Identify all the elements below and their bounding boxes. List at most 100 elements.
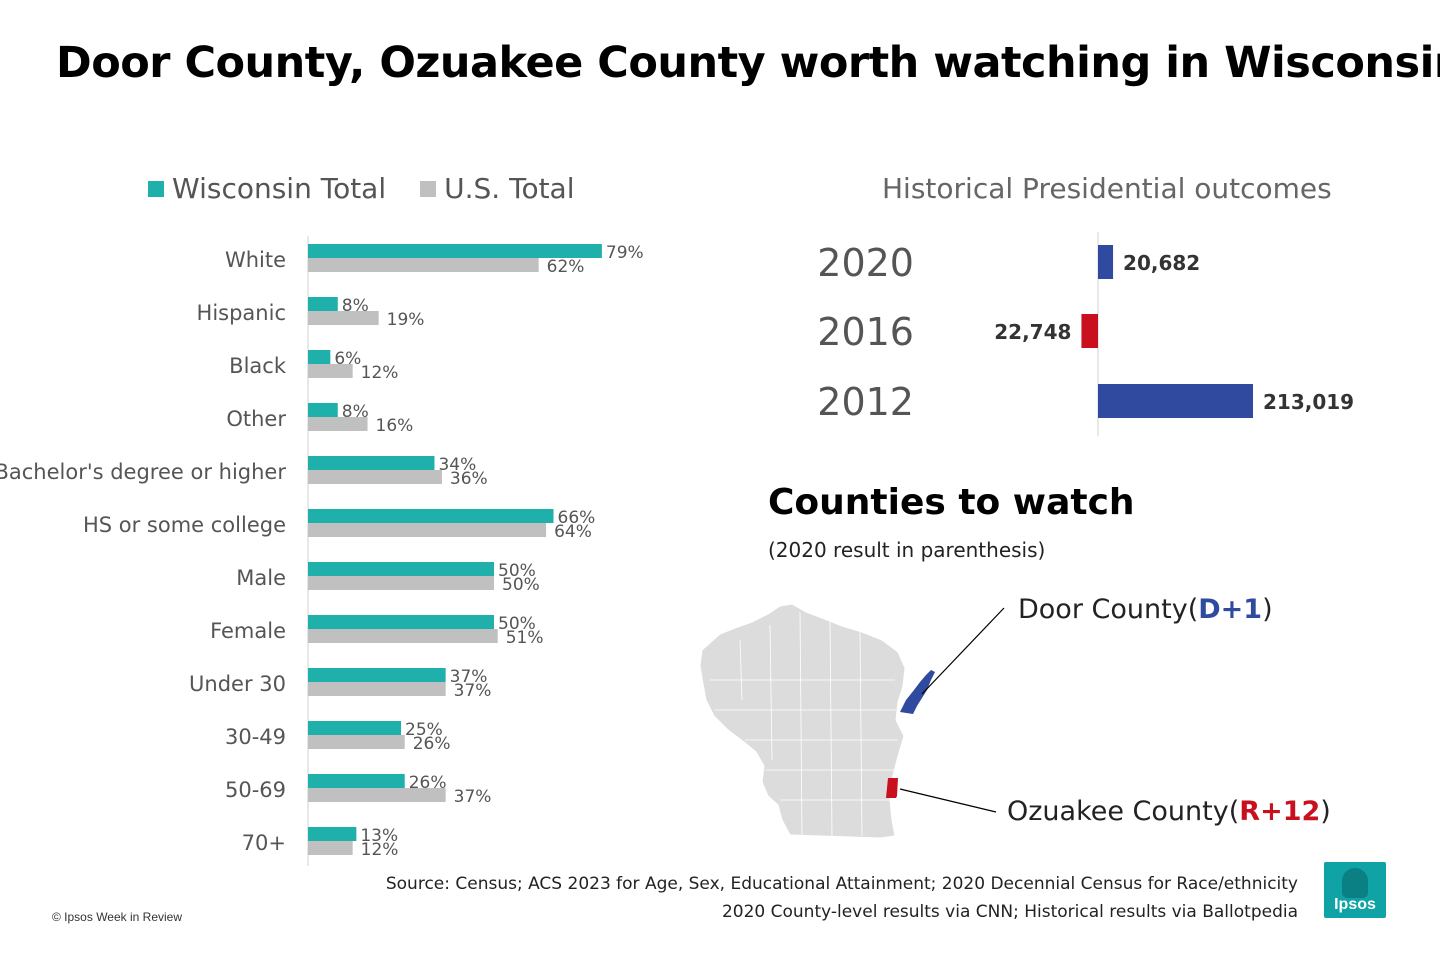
data-label-wisconsin: 13% [360,826,398,846]
data-label-us: 37% [454,787,492,807]
legend-swatch-us [420,180,437,197]
data-label-us: 12% [361,363,399,383]
bar-us [308,523,547,537]
bar-us [308,417,368,431]
data-label-wisconsin: 34% [438,455,476,475]
data-label-us: 62% [547,257,585,277]
data-label-us: 36% [450,469,488,489]
historical-bar [1098,245,1114,279]
bar-wisconsin [308,456,435,470]
source-line-2: 2020 County-level results via CNN; Histo… [721,902,1298,922]
data-label-wisconsin: 8% [342,402,369,422]
ozaukee-county-label: Ozuakee County(R+12) [1007,796,1331,827]
ozaukee-county-name: Ozuakee County [1007,796,1229,827]
bar-wisconsin [308,668,446,682]
ozaukee-county-margin: R+12 [1239,796,1321,827]
ipsos-logo: Ipsos [1324,862,1386,918]
door-county-name: Door County [1018,594,1188,625]
data-label-us: 26% [413,734,451,754]
historical-value-label: 20,682 [1123,251,1200,275]
bar-wisconsin [308,509,554,523]
category-label: Hispanic [197,301,286,325]
bar-us [308,735,405,749]
bar-wisconsin [308,562,494,576]
door-county-label: Door County(D+1) [1018,594,1273,625]
bar-wisconsin [308,244,602,258]
bar-wisconsin [308,774,405,788]
bar-us [308,576,494,590]
bar-wisconsin [308,827,357,841]
wisconsin-map [699,603,1005,839]
data-label-us: 51% [506,628,544,648]
door-county-margin: D+1 [1198,594,1263,625]
legend-item-wisconsin: Wisconsin Total [148,172,386,205]
category-label: White [225,248,286,272]
bar-us [308,364,353,378]
data-label-wisconsin: 50% [498,561,536,581]
category-label: 50-69 [225,778,286,802]
bar-wisconsin [308,403,338,417]
data-label-us: 64% [554,522,592,542]
data-label-us: 37% [454,681,492,701]
historical-value-label: 213,019 [1263,390,1354,414]
year-label: 2020 [817,241,914,285]
year-label: 2012 [817,380,914,424]
source-line-1: Source: Census; ACS 2023 for Age, Sex, E… [385,874,1298,894]
bar-us [308,629,498,643]
category-label: 70+ [242,831,286,855]
historical-bar [1098,384,1253,418]
historical-value-label: 22,748 [994,320,1071,344]
counties-to-watch-subtitle: (2020 result in parenthesis) [768,538,1046,562]
page-title: Door County, Ozuakee County worth watchi… [56,38,1440,88]
data-label-wisconsin: 6% [334,349,361,369]
category-label: Under 30 [189,672,286,696]
door-county-shape [900,670,935,714]
logo-text: Ipsos [1334,896,1376,913]
bar-us [308,682,446,696]
bar-us [308,788,446,802]
category-label: 30-49 [225,725,286,749]
county-borders [710,611,898,837]
category-label: Bachelor's degree or higher [0,460,286,484]
historical-bar [1081,314,1098,348]
data-label-wisconsin: 79% [606,243,644,263]
data-label-us: 19% [387,310,425,330]
bar-wisconsin [308,297,338,311]
legend-label-wisconsin: Wisconsin Total [172,172,387,205]
data-label-wisconsin: 37% [450,667,488,687]
historical-chart-title: Historical Presidential outcomes [882,172,1332,205]
data-label-us: 12% [361,840,399,860]
bar-us [308,311,379,325]
data-label-wisconsin: 25% [405,720,443,740]
data-label-wisconsin: 8% [342,296,369,316]
bar-us [308,470,442,484]
counties-to-watch-title: Counties to watch [768,482,1135,523]
legend-label-us: U.S. Total [444,172,575,205]
legend-item-us: U.S. Total [420,172,575,205]
year-label: 2016 [817,310,914,354]
bar-us [308,258,539,272]
category-label: Male [236,566,286,590]
category-label: Other [226,407,286,431]
data-label-wisconsin: 26% [409,773,447,793]
door-county-leader-line [921,607,1005,695]
bar-wisconsin [308,721,401,735]
bar-wisconsin [308,615,494,629]
bar-wisconsin [308,350,331,364]
legend-swatch-wisconsin [148,180,164,197]
bar-us [308,841,353,855]
copyright-text: © Ipsos Week in Review [52,910,183,924]
wisconsin-state-shape [699,603,906,839]
category-label: Female [210,619,286,643]
chart-legend: Wisconsin Total U.S. Total [148,172,609,205]
data-label-wisconsin: 66% [558,508,596,528]
data-label-us: 50% [502,575,540,595]
ozaukee-county-shape [886,778,898,798]
ozaukee-county-leader-line [899,788,997,813]
data-label-wisconsin: 50% [498,614,536,634]
category-label: Black [229,354,287,378]
data-label-us: 16% [376,416,414,436]
category-label: HS or some college [83,513,286,537]
logo-head-icon [1342,868,1368,898]
